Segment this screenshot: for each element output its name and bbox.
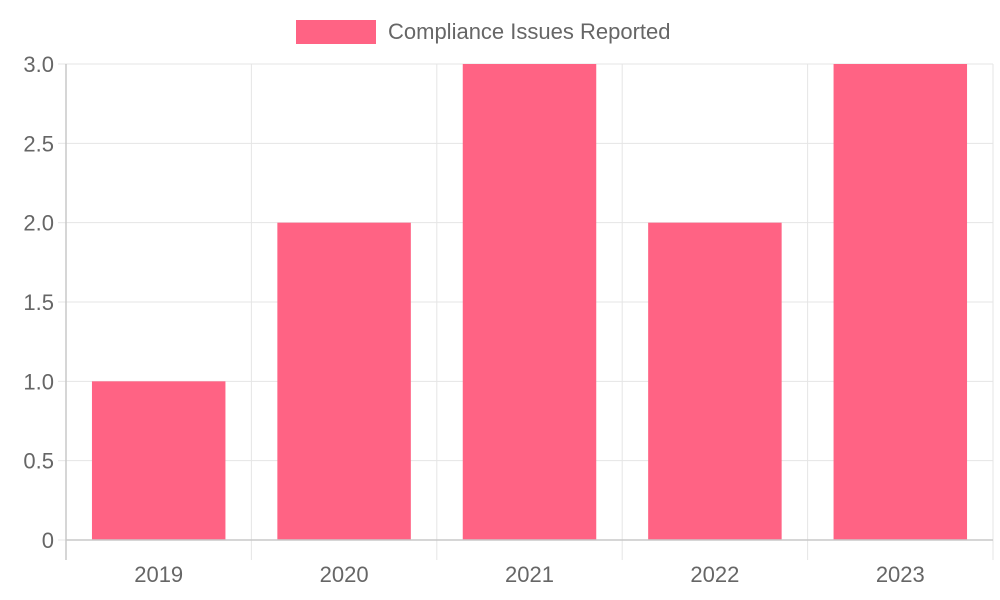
bar [91, 381, 226, 540]
y-tick-labels: 0 0.5 1.0 1.5 2.0 2.5 3.0 [23, 52, 54, 553]
axes [58, 63, 993, 560]
y-tick-label: 0 [42, 528, 54, 553]
y-tick-label: 1.0 [23, 369, 54, 394]
bars [91, 64, 968, 540]
bar [648, 222, 782, 540]
x-tick-labels: 2019 2020 2021 2022 2023 [134, 562, 925, 587]
y-tick-label: 3.0 [23, 52, 54, 77]
y-tick-label: 0.5 [23, 449, 54, 474]
bar [833, 64, 968, 540]
x-tick-label: 2020 [320, 562, 369, 587]
y-tick-label: 2.5 [23, 131, 54, 156]
bar [462, 64, 597, 540]
bar [277, 222, 411, 540]
x-tick-label: 2019 [134, 562, 183, 587]
y-tick-label: 2.0 [23, 211, 54, 236]
legend-label[interactable]: Compliance Issues Reported [388, 19, 670, 44]
x-tick-label: 2021 [505, 562, 554, 587]
y-tick-label: 1.5 [23, 290, 54, 315]
x-tick-label: 2023 [876, 562, 925, 587]
legend-swatch[interactable] [296, 20, 376, 44]
x-tick-label: 2022 [690, 562, 739, 587]
legend[interactable]: Compliance Issues Reported [296, 19, 670, 44]
